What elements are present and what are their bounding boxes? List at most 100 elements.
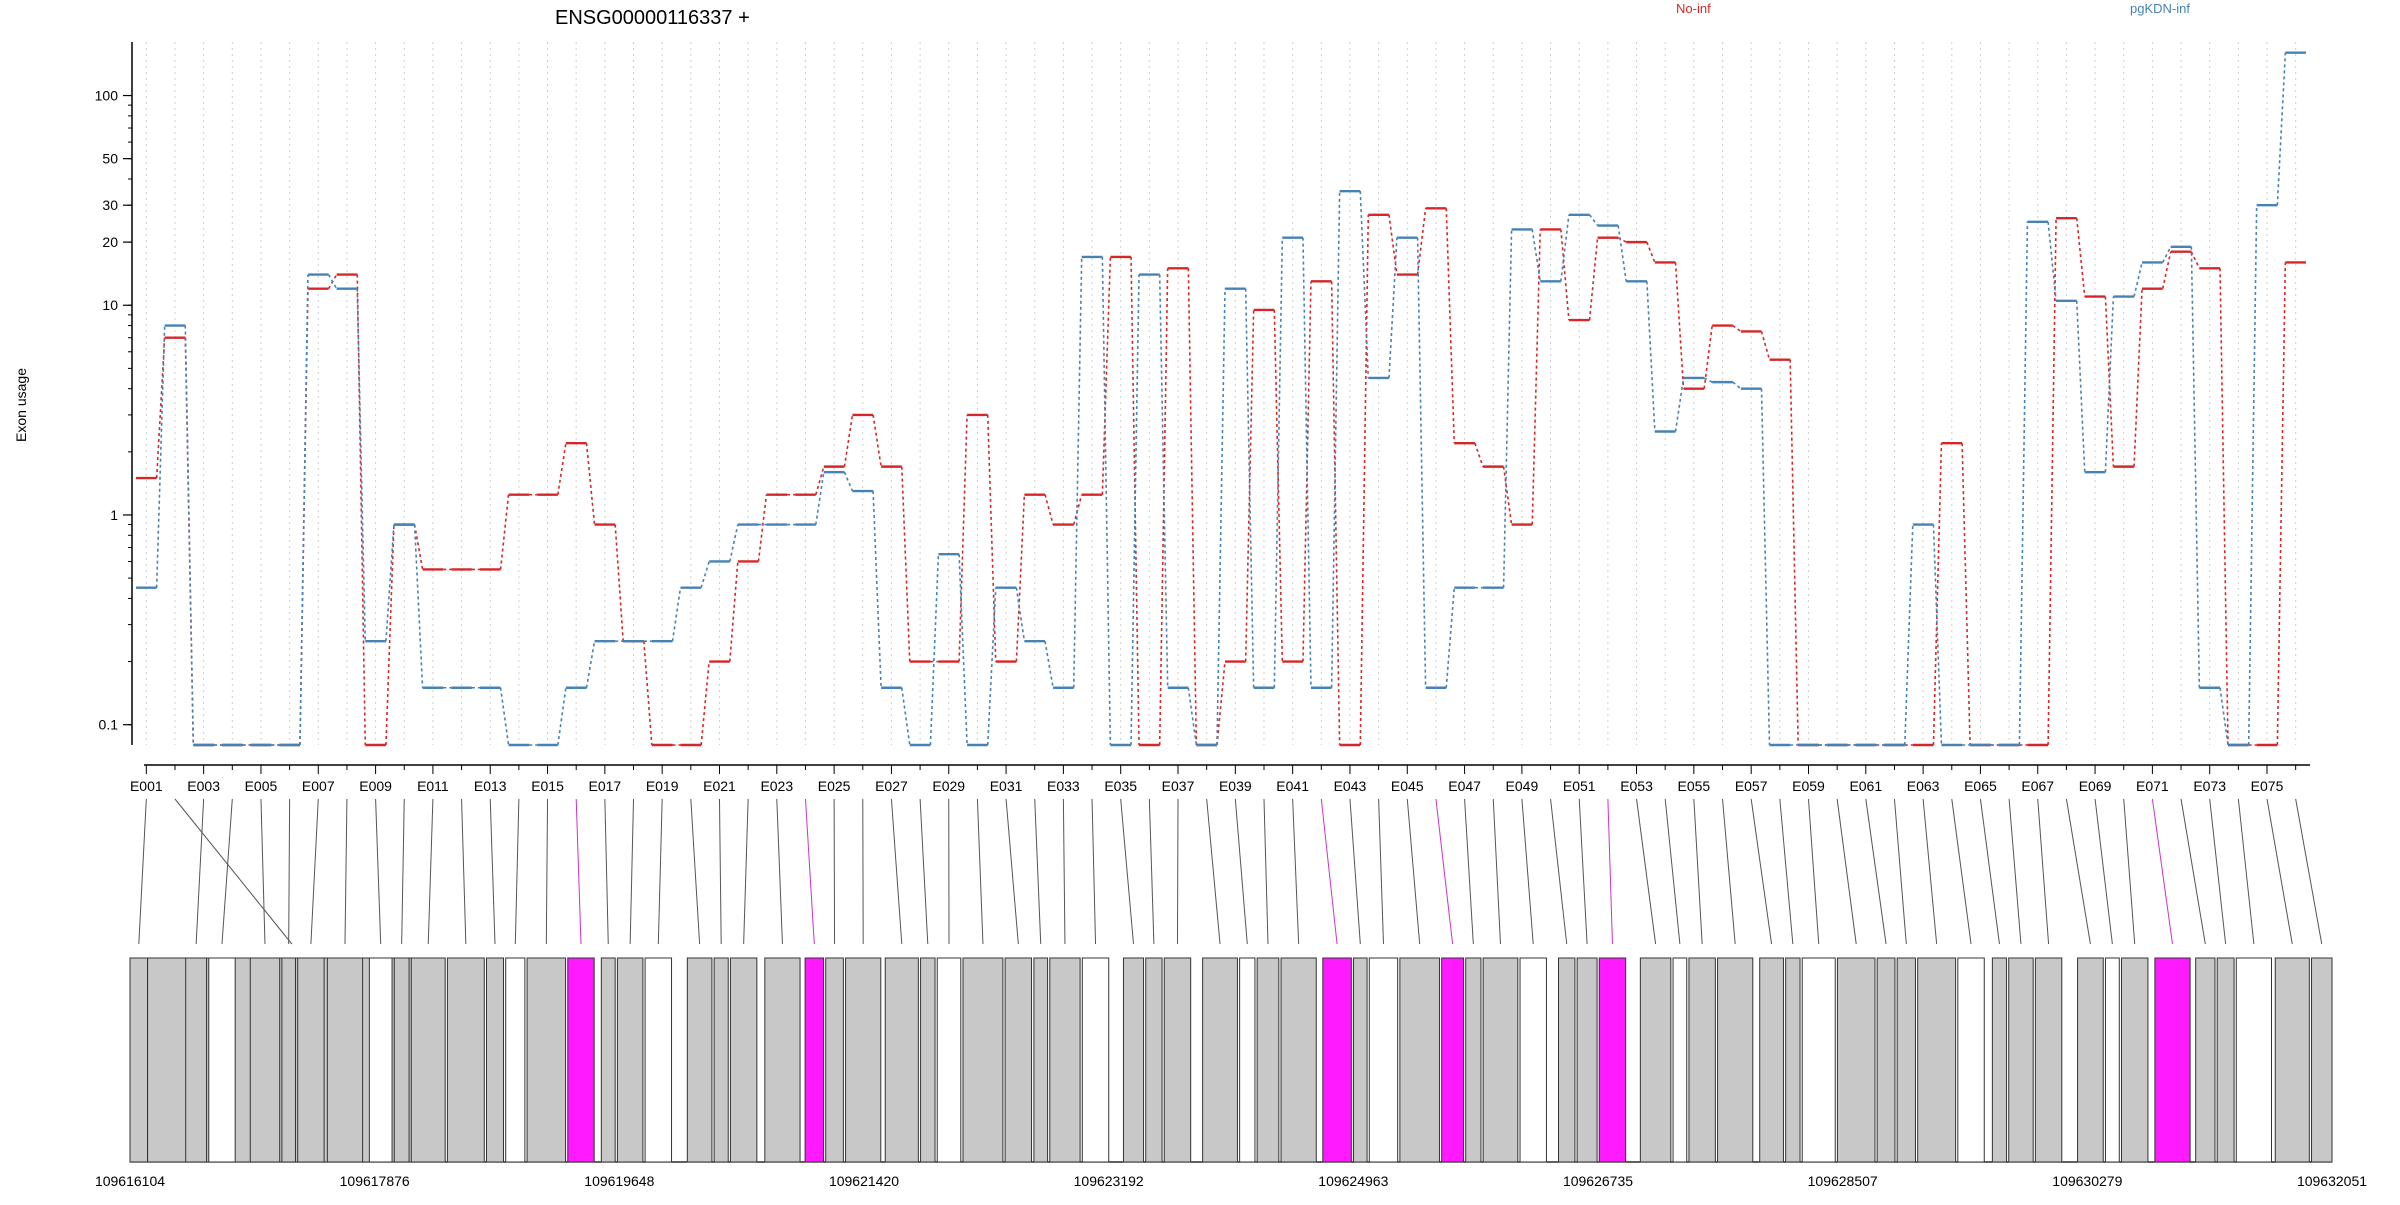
usage-connector xyxy=(1933,525,1941,745)
x-tick-label: E027 xyxy=(875,778,908,794)
usage-connector xyxy=(1676,262,1684,388)
exon-box xyxy=(527,958,565,1162)
exon-box xyxy=(826,958,844,1162)
legend-pgkdn-inf: pgKDN-inf xyxy=(2130,1,2190,16)
usage-connector xyxy=(959,554,967,745)
usage-connector xyxy=(2163,247,2171,263)
usage-connector xyxy=(185,326,193,745)
exon-box xyxy=(1005,958,1031,1162)
exon-connector xyxy=(1866,799,1886,944)
x-tick-label: E069 xyxy=(2079,778,2112,794)
usage-connector xyxy=(873,491,881,688)
exon-box xyxy=(209,958,235,1162)
exon-connector xyxy=(2124,799,2135,944)
genomic-tick-label: 109621420 xyxy=(829,1173,899,1189)
usage-connector xyxy=(1360,191,1368,378)
exon-connector xyxy=(1149,799,1154,944)
x-tick-label: E001 xyxy=(130,778,163,794)
exon-connector xyxy=(1808,799,1818,944)
exon-box xyxy=(1123,958,1143,1162)
genomic-tick-label: 109630279 xyxy=(2052,1173,2122,1189)
exon-box xyxy=(568,958,594,1162)
exon-box xyxy=(805,958,823,1162)
exon-box xyxy=(447,958,484,1162)
exon-box xyxy=(1520,958,1546,1162)
x-tick-label: E041 xyxy=(1276,778,1309,794)
exon-box xyxy=(1877,958,1895,1162)
exon-box xyxy=(1577,958,1597,1162)
exon-box xyxy=(1958,958,1984,1162)
exon-box xyxy=(2121,958,2147,1162)
usage-connector xyxy=(701,662,709,745)
exon-connector xyxy=(1407,799,1419,944)
exon-box xyxy=(617,958,643,1162)
exon-connector xyxy=(977,799,983,944)
usage-connector xyxy=(1332,191,1340,688)
usage-connector xyxy=(844,472,852,491)
exon-box xyxy=(1442,958,1464,1162)
exon-connector xyxy=(175,799,292,944)
usage-connector xyxy=(988,588,996,745)
exon-box xyxy=(1400,958,1440,1162)
exon-box xyxy=(2035,958,2061,1162)
usage-connector xyxy=(730,561,738,661)
usage-connector xyxy=(2048,218,2056,745)
exon-box xyxy=(645,958,671,1162)
x-tick-label: E039 xyxy=(1219,778,1252,794)
exon-box xyxy=(730,958,756,1162)
y-tick-label: 1 xyxy=(110,507,118,523)
usage-connector xyxy=(501,495,509,570)
exon-connector xyxy=(462,799,466,944)
usage-connector xyxy=(1532,229,1540,281)
x-tick-label: E015 xyxy=(531,778,564,794)
x-tick-label: E063 xyxy=(1907,778,1940,794)
exon-connector xyxy=(2181,799,2205,944)
exon-box xyxy=(963,958,1003,1162)
exon-connector xyxy=(1952,799,1971,944)
chart-title: ENSG00000116337 + xyxy=(555,7,750,29)
exon-box xyxy=(1640,958,1670,1162)
exon-box xyxy=(1354,958,1368,1162)
exon-connector xyxy=(1121,799,1134,944)
genomic-tick-label: 109623192 xyxy=(1074,1173,1144,1189)
usage-connector xyxy=(2134,289,2142,467)
usage-connector xyxy=(873,415,881,467)
exon-connector xyxy=(2238,799,2254,944)
usage-connector xyxy=(902,688,910,745)
x-tick-label: E065 xyxy=(1964,778,1997,794)
usage-connector xyxy=(701,561,709,587)
x-tick-label: E057 xyxy=(1735,778,1768,794)
exon-connector xyxy=(2210,799,2226,944)
exon-connector xyxy=(2038,799,2049,944)
y-tick-label: 10 xyxy=(102,297,118,313)
exon-connector xyxy=(1894,799,1906,944)
exon-connector xyxy=(2296,799,2322,944)
exon-box xyxy=(327,958,362,1162)
exon-connector xyxy=(402,799,405,944)
x-tick-label: E033 xyxy=(1047,778,1080,794)
exon-box xyxy=(1164,958,1190,1162)
exon-connector xyxy=(1465,799,1474,944)
exon-box xyxy=(1323,958,1352,1162)
x-tick-label: E061 xyxy=(1849,778,1882,794)
usage-connector xyxy=(902,467,910,662)
exon-box xyxy=(1483,958,1518,1162)
usage-connector xyxy=(2077,218,2085,296)
exon-box xyxy=(921,958,935,1162)
exon-box xyxy=(1050,958,1080,1162)
usage-connector xyxy=(558,688,566,745)
exon-box xyxy=(1918,958,1956,1162)
usage-connector xyxy=(1475,443,1483,466)
usage-connector xyxy=(758,495,766,562)
exon-box xyxy=(2236,958,2271,1162)
genomic-tick-label: 109628507 xyxy=(1808,1173,1878,1189)
exon-box xyxy=(2155,958,2190,1162)
exon-connector xyxy=(289,799,290,944)
usage-connector xyxy=(1762,389,1770,745)
exon-connector xyxy=(1579,799,1587,944)
x-tick-label: E037 xyxy=(1162,778,1195,794)
usage-connector xyxy=(730,525,738,562)
exon-box xyxy=(250,958,279,1162)
usage-connector xyxy=(1504,229,1512,587)
